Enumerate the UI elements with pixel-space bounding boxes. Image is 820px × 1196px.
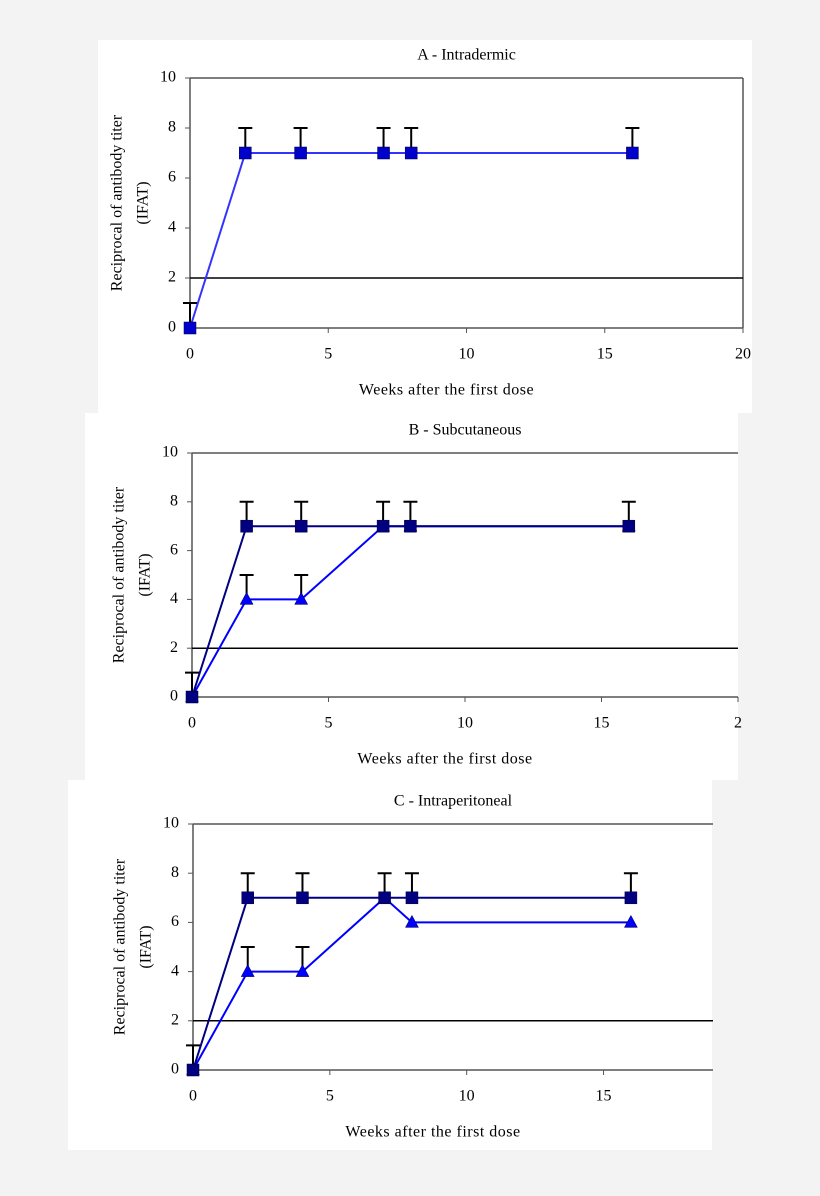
y-tick-label: 4 (170, 590, 178, 607)
marker-square (186, 1063, 200, 1077)
y-tick-label: 8 (168, 119, 176, 136)
y-tick-label: 6 (168, 169, 176, 186)
marker-triangle (405, 914, 419, 928)
y-tick-label: 4 (168, 219, 176, 236)
y-axis-label: (IFAT) (135, 181, 152, 224)
y-axis-label: (IFAT) (138, 925, 155, 968)
x-tick-label: 20 (735, 346, 751, 363)
y-axis-label: Reciprocal of antibody titer (111, 486, 128, 663)
marker-square (405, 891, 419, 905)
marker-square (294, 519, 308, 533)
x-axis-label: Weeks after the first dose (359, 382, 534, 399)
marker-square (240, 519, 253, 533)
marker-triangle (239, 591, 254, 605)
series-line (192, 896, 631, 1071)
x-axis-label: Weeks after the first dose (357, 751, 532, 768)
marker-square (294, 146, 307, 160)
series-line (192, 896, 631, 1071)
chart-title: C - Intraperitoneal (394, 793, 513, 810)
x-axis-label: Weeks after the first dose (345, 1124, 520, 1141)
marker-triangle (240, 964, 255, 977)
y-tick-label: 0 (171, 1061, 179, 1078)
marker-square (377, 146, 390, 160)
y-tick-label: 6 (171, 913, 179, 930)
y-axis-label: Reciprocal of antibody titer (109, 114, 126, 291)
y-tick-label: 8 (171, 864, 179, 881)
y-tick-label: 10 (163, 815, 179, 832)
panel (68, 780, 712, 1150)
series-line (189, 152, 633, 329)
panel (98, 40, 752, 413)
marker-square (296, 891, 309, 905)
marker-square (183, 321, 197, 335)
y-tick-label: 2 (168, 269, 176, 286)
marker-triangle (294, 591, 309, 605)
x-tick-label: 0 (189, 1088, 197, 1105)
x-tick-label: 5 (326, 1088, 334, 1105)
marker-triangle (623, 914, 638, 928)
marker-square (624, 891, 638, 905)
marker-square (239, 146, 252, 160)
x-tick-label: 10 (459, 346, 475, 363)
x-tick-label: 10 (457, 715, 473, 732)
chart-title: B - Subcutaneous (409, 422, 522, 439)
y-axis-label: Reciprocal of antibody titer (112, 858, 129, 1035)
x-tick-label: 2 (734, 715, 742, 732)
y-tick-label: 6 (170, 541, 178, 558)
x-tick-label: 5 (324, 346, 332, 363)
series-line (191, 525, 629, 698)
marker-square (378, 891, 391, 905)
x-tick-label: 0 (188, 715, 196, 732)
y-tick-label: 4 (171, 962, 179, 979)
y-tick-label: 0 (170, 688, 178, 705)
marker-square (404, 146, 418, 160)
chart-title: A - Intradermic (417, 47, 516, 64)
y-tick-label: 0 (168, 319, 176, 336)
marker-square (626, 146, 639, 160)
marker-square (376, 519, 390, 533)
panel (85, 413, 738, 780)
marker-square (241, 891, 254, 905)
marker-square (404, 519, 417, 533)
y-tick-label: 2 (171, 1011, 179, 1028)
x-tick-label: 15 (594, 715, 610, 732)
y-tick-label: 10 (160, 69, 176, 86)
y-tick-label: 10 (162, 444, 178, 461)
marker-triangle (295, 964, 310, 977)
x-tick-label: 10 (459, 1088, 475, 1105)
x-tick-label: 15 (597, 346, 613, 363)
y-axis-label: (IFAT) (137, 553, 154, 596)
y-tick-label: 2 (170, 639, 178, 656)
x-tick-label: 5 (325, 715, 333, 732)
x-tick-label: 0 (186, 346, 194, 363)
marker-square (185, 690, 199, 704)
y-tick-label: 8 (170, 492, 178, 509)
x-tick-label: 15 (596, 1088, 612, 1105)
marker-square (622, 519, 636, 533)
